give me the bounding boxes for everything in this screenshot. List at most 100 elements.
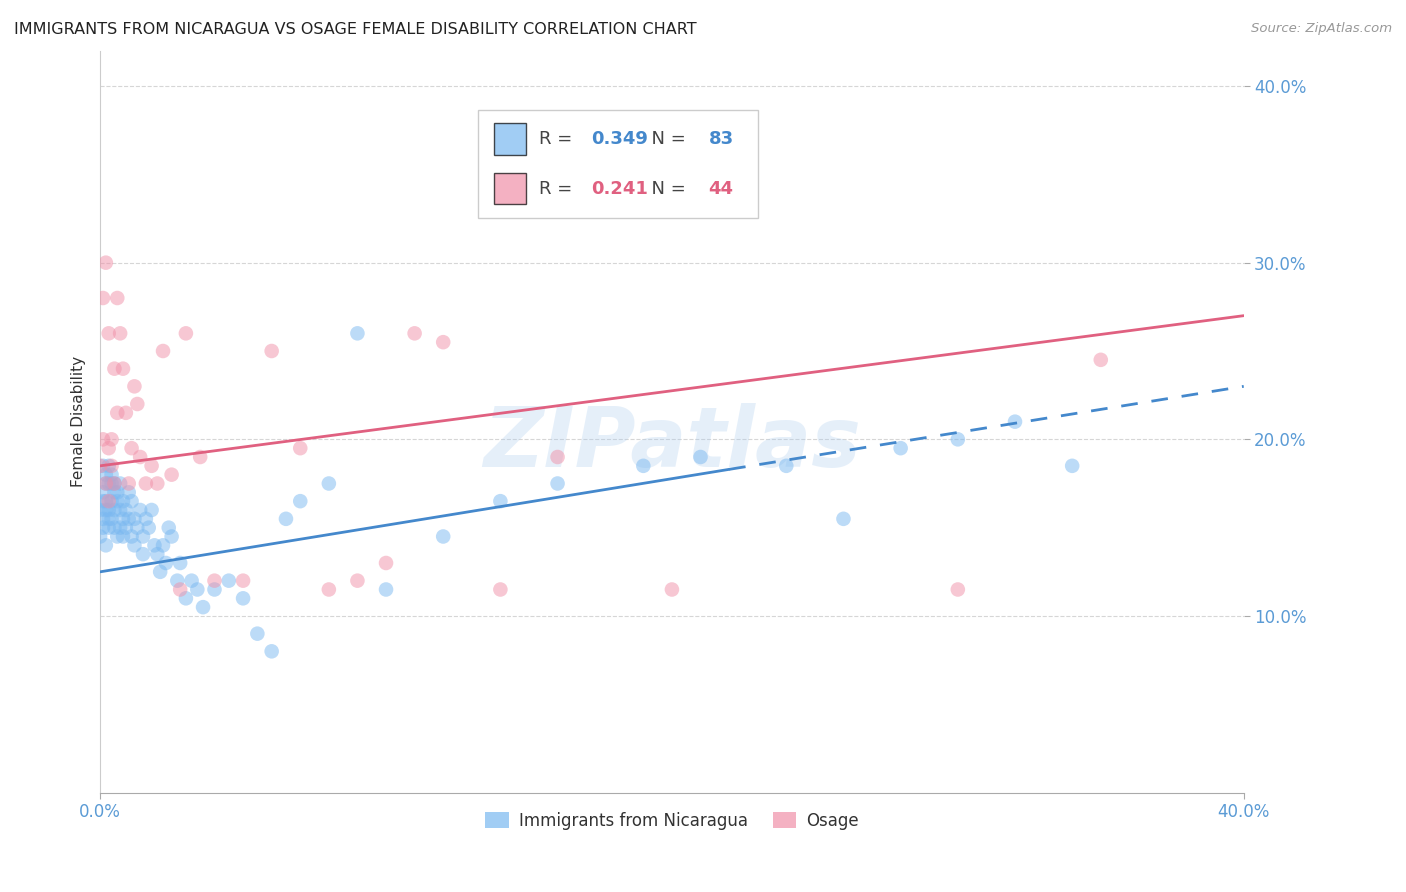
Point bbox=[138, 521, 160, 535]
Point bbox=[100, 458, 122, 473]
Point bbox=[260, 644, 283, 658]
Point bbox=[146, 547, 169, 561]
Point bbox=[661, 582, 683, 597]
Point bbox=[103, 476, 125, 491]
Point bbox=[204, 574, 226, 588]
Point bbox=[160, 529, 183, 543]
Point bbox=[166, 574, 188, 588]
Point bbox=[97, 458, 120, 473]
Point bbox=[232, 574, 254, 588]
Point bbox=[105, 291, 128, 305]
Text: R =: R = bbox=[540, 130, 578, 148]
Point bbox=[97, 476, 120, 491]
Point bbox=[124, 512, 146, 526]
Point bbox=[775, 458, 797, 473]
Point bbox=[318, 582, 340, 597]
Point bbox=[149, 565, 172, 579]
Point bbox=[118, 512, 141, 526]
Point bbox=[118, 476, 141, 491]
Point bbox=[132, 529, 155, 543]
Point bbox=[1004, 415, 1026, 429]
Text: ZIPatlas: ZIPatlas bbox=[484, 403, 860, 484]
Point bbox=[91, 291, 114, 305]
Point bbox=[260, 344, 283, 359]
Point bbox=[127, 521, 149, 535]
Point bbox=[169, 556, 191, 570]
Text: 83: 83 bbox=[709, 130, 734, 148]
Point bbox=[489, 582, 512, 597]
Point bbox=[174, 326, 197, 341]
Point bbox=[89, 458, 111, 473]
Point bbox=[97, 441, 120, 455]
Point bbox=[188, 450, 211, 464]
Point bbox=[404, 326, 426, 341]
Point bbox=[135, 476, 157, 491]
Point bbox=[100, 476, 122, 491]
Point bbox=[91, 494, 114, 508]
Point bbox=[100, 467, 122, 482]
Point bbox=[111, 529, 134, 543]
Point bbox=[547, 450, 569, 464]
Point bbox=[94, 503, 117, 517]
Point bbox=[489, 494, 512, 508]
Y-axis label: Female Disability: Female Disability bbox=[72, 356, 86, 487]
Point bbox=[97, 326, 120, 341]
Legend: Immigrants from Nicaragua, Osage: Immigrants from Nicaragua, Osage bbox=[478, 805, 865, 837]
Point bbox=[105, 529, 128, 543]
Point bbox=[174, 591, 197, 606]
Point bbox=[946, 433, 969, 447]
Text: 0.349: 0.349 bbox=[591, 130, 648, 148]
Point bbox=[946, 582, 969, 597]
Point bbox=[547, 476, 569, 491]
FancyBboxPatch shape bbox=[494, 123, 526, 154]
Point bbox=[218, 574, 240, 588]
Point bbox=[91, 433, 114, 447]
Point bbox=[94, 476, 117, 491]
Point bbox=[108, 521, 131, 535]
Point bbox=[100, 512, 122, 526]
Point bbox=[143, 538, 166, 552]
Point bbox=[204, 582, 226, 597]
Point bbox=[832, 512, 855, 526]
Point bbox=[121, 529, 143, 543]
Point bbox=[108, 503, 131, 517]
Point bbox=[375, 582, 398, 597]
Point bbox=[97, 503, 120, 517]
Point bbox=[91, 485, 114, 500]
Point bbox=[103, 476, 125, 491]
Point bbox=[186, 582, 208, 597]
Text: IMMIGRANTS FROM NICARAGUA VS OSAGE FEMALE DISABILITY CORRELATION CHART: IMMIGRANTS FROM NICARAGUA VS OSAGE FEMAL… bbox=[14, 22, 697, 37]
Point bbox=[97, 521, 120, 535]
Point bbox=[689, 450, 711, 464]
Point bbox=[180, 574, 202, 588]
Text: N =: N = bbox=[640, 179, 692, 198]
Point bbox=[157, 521, 180, 535]
Point bbox=[160, 467, 183, 482]
Point bbox=[274, 512, 297, 526]
Point bbox=[375, 556, 398, 570]
Point bbox=[141, 503, 163, 517]
Point bbox=[432, 529, 454, 543]
Point bbox=[1062, 458, 1084, 473]
Point bbox=[121, 441, 143, 455]
Point bbox=[129, 503, 152, 517]
Point bbox=[1090, 352, 1112, 367]
Point bbox=[290, 494, 312, 508]
Point bbox=[121, 494, 143, 508]
Point bbox=[89, 529, 111, 543]
Point bbox=[94, 476, 117, 491]
Point bbox=[127, 397, 149, 411]
Point bbox=[633, 458, 655, 473]
Point bbox=[146, 476, 169, 491]
Point bbox=[94, 467, 117, 482]
Point bbox=[91, 458, 114, 473]
Point bbox=[100, 433, 122, 447]
Point bbox=[346, 326, 368, 341]
Point bbox=[152, 344, 174, 359]
Point bbox=[141, 458, 163, 473]
Point bbox=[432, 335, 454, 350]
Point bbox=[118, 485, 141, 500]
FancyBboxPatch shape bbox=[494, 173, 526, 204]
Point bbox=[290, 441, 312, 455]
Point bbox=[103, 485, 125, 500]
